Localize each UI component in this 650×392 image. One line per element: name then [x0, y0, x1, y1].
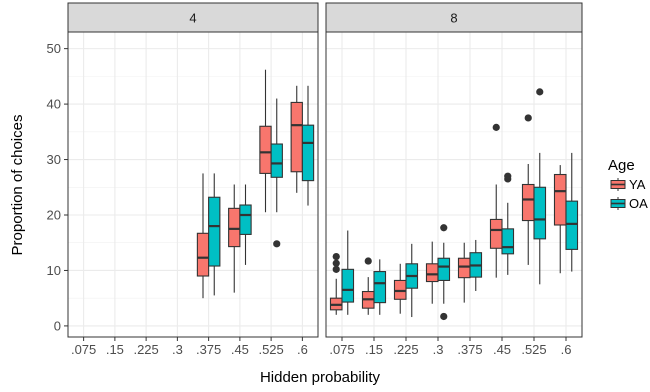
y-tick-label: 40 [47, 97, 61, 112]
y-tick-label: 50 [47, 41, 61, 56]
x-tick-label: .225 [393, 342, 418, 357]
box-body [457, 257, 471, 279]
box-OA-.525 [533, 88, 547, 285]
y-axis-title: Proportion of choices [9, 115, 26, 256]
box-body [196, 232, 210, 277]
box-body [565, 200, 579, 250]
x-tick-label: .375 [457, 342, 482, 357]
outlier-point [332, 265, 340, 273]
panel-border [67, 31, 319, 338]
box-body [425, 263, 439, 283]
y-tick-label: 30 [47, 152, 61, 167]
box-body [239, 204, 252, 235]
x-tick-label: .6 [561, 342, 572, 357]
outlier-point [440, 312, 448, 321]
x-tick-label: .15 [106, 342, 124, 357]
x-tick-label: .45 [231, 342, 249, 357]
box-OA-.225 [405, 243, 419, 318]
facet-strip-label: 4 [189, 11, 196, 26]
box-OA-.375 [469, 239, 483, 291]
outlier-point [504, 172, 512, 180]
box-YA-.375 [457, 242, 471, 303]
x-tick-label: .3 [172, 342, 183, 357]
box-body [228, 207, 241, 248]
y-tick-label: 20 [47, 208, 61, 223]
x-axis-title: Hidden probability [260, 369, 381, 386]
box-body [533, 186, 547, 240]
box-OA-.525 [270, 98, 283, 248]
x-tick-label: .075 [71, 342, 96, 357]
legend-item-OA: OA [610, 196, 648, 211]
box-body [290, 101, 303, 173]
facet-panel-4: 4 .075 .15 .225 .3 .375 .45 .525 .6 [67, 2, 319, 357]
box-OA-.45 [239, 184, 252, 265]
box-OA-.45 [501, 172, 515, 275]
x-tick-label: .525 [521, 342, 546, 357]
panel-border [325, 31, 583, 338]
box-body [521, 183, 535, 222]
box-OA-.375 [208, 173, 221, 296]
box-OA-.075 [341, 230, 355, 315]
box-OA-.6 [565, 152, 579, 272]
x-tick-label: .075 [329, 342, 354, 357]
box-body [501, 228, 515, 255]
box-body [259, 125, 272, 174]
outlier-point [364, 257, 372, 265]
box-body [373, 271, 387, 304]
box-body [489, 218, 503, 249]
box-body [208, 196, 221, 267]
legend-label: OA [629, 196, 648, 211]
legend-item-YA: YA [610, 177, 646, 192]
box-YA-.45 [489, 123, 503, 278]
y-tick-label: 0 [54, 318, 61, 333]
legend: Age YA OA [608, 157, 648, 211]
box-body [270, 143, 283, 178]
x-tick-label: .375 [196, 342, 221, 357]
facet-panel-8: 8 .075 .15 .225 .3 .375 .45 .525 .6 [325, 2, 583, 357]
x-tick-label: .3 [433, 342, 444, 357]
box-OA-.6 [301, 85, 315, 206]
y-tick-label: 10 [47, 263, 61, 278]
box-OA-.15 [373, 259, 387, 315]
x-tick-label: .15 [365, 342, 383, 357]
outlier-point [524, 114, 532, 122]
x-tick-label: .525 [258, 342, 283, 357]
plot-background [68, 32, 318, 337]
box-YA-.225 [393, 263, 407, 314]
box-OA-.3 [437, 224, 451, 321]
outlier-point [332, 259, 340, 267]
box-body [301, 124, 315, 182]
box-YA-.6 [553, 165, 567, 274]
box-YA-.15 [361, 257, 375, 315]
legend-title: Age [608, 157, 635, 174]
facet-strip [67, 2, 319, 33]
facet-strip [325, 2, 583, 33]
box-body [553, 173, 567, 226]
box-body [341, 268, 355, 303]
outlier-point [492, 123, 500, 131]
x-tick-label: .6 [297, 342, 308, 357]
legend-items: YA OA [610, 177, 648, 211]
facet-panels: 4 .075 .15 .225 .3 .375 .45 .525 .6 8 .075 .15 .225.… [67, 2, 583, 357]
x-tick-label: .225 [133, 342, 158, 357]
box-body [437, 257, 451, 281]
outlier-point [440, 224, 448, 232]
box-YA-.075 [329, 252, 343, 315]
facet-strip-label: 8 [450, 11, 457, 26]
x-tick-label: .45 [493, 342, 511, 357]
box-body [393, 279, 407, 300]
outlier-point [273, 240, 281, 248]
y-axis: 0 10 20 30 40 50 [47, 41, 68, 333]
legend-label: YA [629, 177, 646, 192]
outlier-point [332, 252, 340, 261]
outlier-point [536, 88, 544, 96]
